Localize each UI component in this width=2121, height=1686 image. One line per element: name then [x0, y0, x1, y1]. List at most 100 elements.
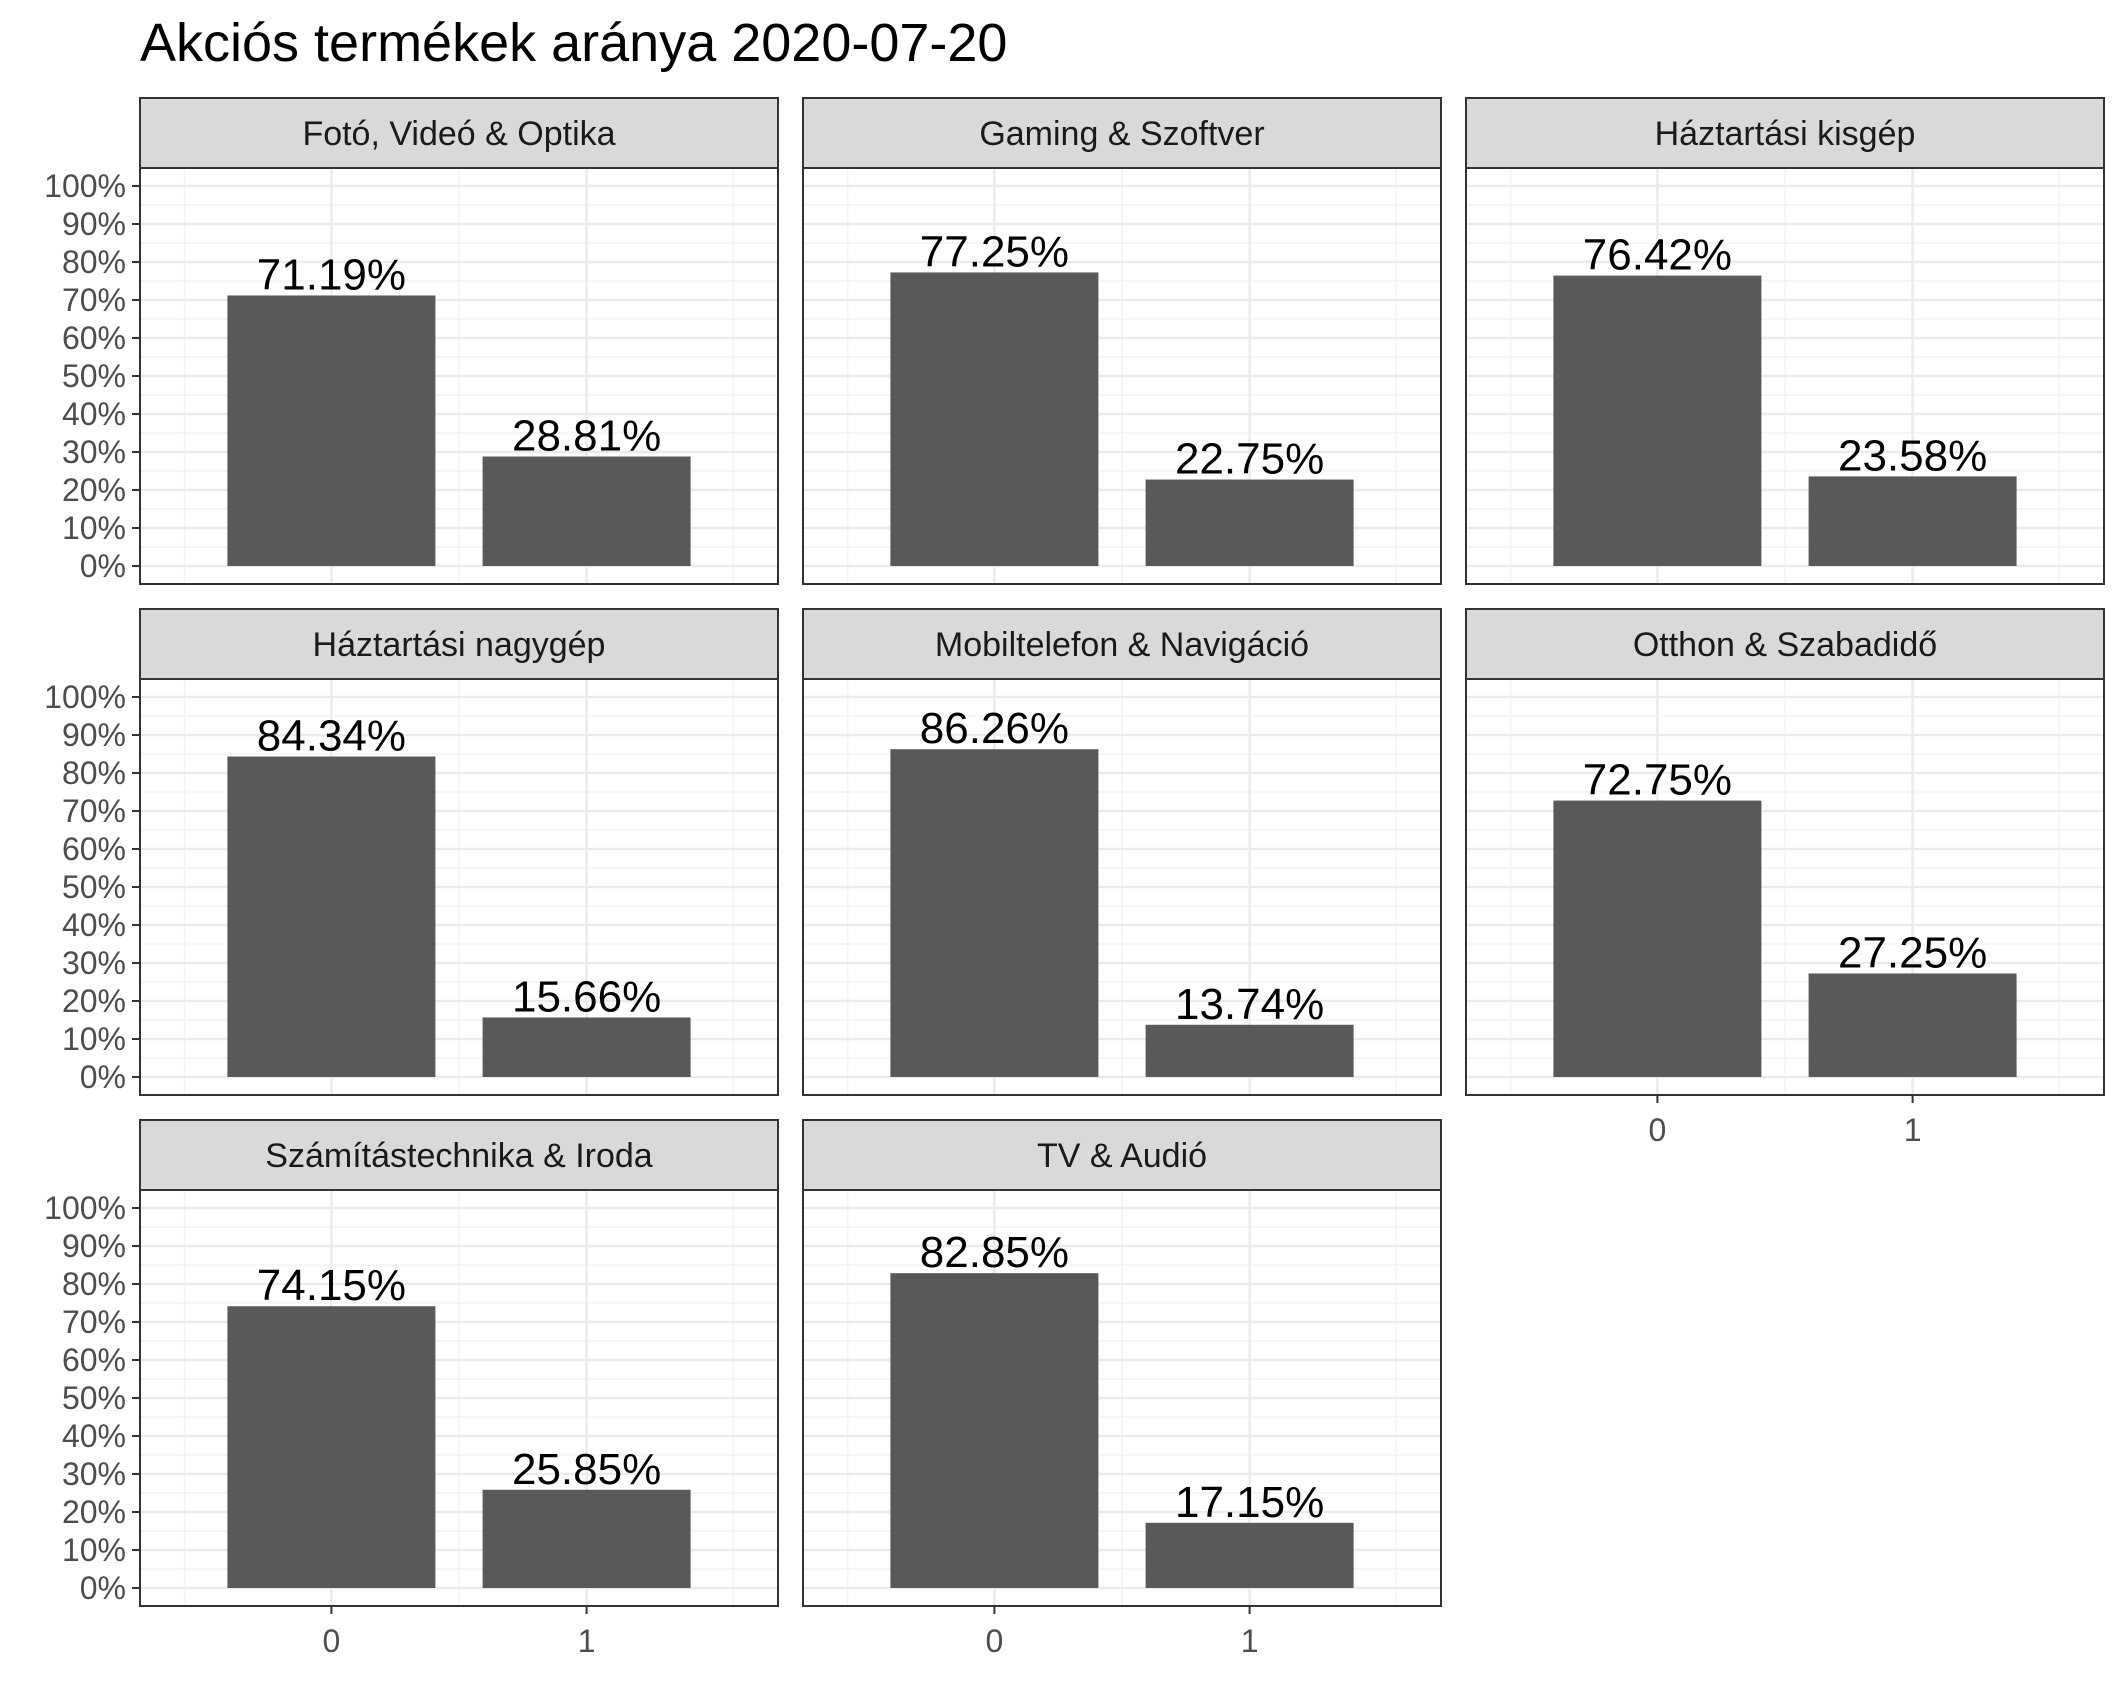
y-tick-label: 20% — [62, 983, 126, 1019]
facet-strip-label: Otthon & Szabadidő — [1633, 626, 1937, 664]
y-tick-label: 0% — [80, 1570, 126, 1606]
bar — [482, 1017, 691, 1077]
bar — [1808, 973, 2017, 1077]
bar-data-label: 82.85% — [920, 1228, 1069, 1277]
bar-data-label: 23.58% — [1838, 431, 1987, 480]
facet-panel: Gaming & Szoftver 77.25% 22.75% — [802, 97, 1442, 585]
y-tick-label: 100% — [44, 168, 126, 204]
bar — [1145, 479, 1354, 566]
x-tick-label: 1 — [1904, 1112, 1922, 1148]
facet-strip — [139, 97, 779, 169]
y-tick-label: 90% — [62, 1228, 126, 1264]
bar — [482, 1489, 691, 1588]
y-tick-label: 80% — [62, 755, 126, 791]
bar-data-label: 17.15% — [1175, 1478, 1324, 1527]
bar — [890, 272, 1099, 566]
y-tick-label: 50% — [62, 358, 126, 394]
facet-panel: Háztartási kisgép 76.42% 23.58% — [1465, 97, 2105, 585]
x-tick-label: 1 — [578, 1623, 596, 1659]
bar-data-label: 27.25% — [1838, 928, 1987, 977]
bar — [227, 1306, 436, 1588]
bar-data-label: 28.81% — [512, 412, 661, 461]
bar — [1145, 1522, 1354, 1588]
bar — [1553, 800, 1762, 1077]
bar-data-label: 77.25% — [920, 227, 1069, 276]
facet-panel: Fotó, Videó & Optika 71.19% 28.81% 0%10%20%… — [44, 97, 779, 585]
bar-data-label: 71.19% — [257, 250, 406, 299]
x-tick-label: 0 — [986, 1623, 1004, 1659]
bar — [227, 756, 436, 1077]
y-tick-label: 30% — [62, 1456, 126, 1492]
bar — [890, 1273, 1099, 1588]
y-tick-label: 70% — [62, 282, 126, 318]
x-tick-label: 1 — [1241, 1623, 1259, 1659]
facet-strip-label: Számítástechnika & Iroda — [265, 1137, 653, 1175]
panel-border — [1465, 167, 2105, 585]
y-tick-label: 80% — [62, 1266, 126, 1302]
y-tick-label: 0% — [80, 1059, 126, 1095]
panel-border — [1465, 678, 2105, 1096]
y-tick-label: 60% — [62, 320, 126, 356]
y-tick-label: 50% — [62, 1380, 126, 1416]
y-tick-label: 60% — [62, 1342, 126, 1378]
y-tick-label: 10% — [62, 510, 126, 546]
x-tick-label: 0 — [323, 1623, 341, 1659]
y-tick-label: 60% — [62, 831, 126, 867]
y-tick-label: 40% — [62, 907, 126, 943]
y-tick-label: 30% — [62, 434, 126, 470]
y-tick-label: 40% — [62, 396, 126, 432]
bar-data-label: 22.75% — [1175, 435, 1324, 484]
bar-data-label: 15.66% — [512, 972, 661, 1021]
y-tick-label: 20% — [62, 1494, 126, 1530]
y-tick-label: 10% — [62, 1021, 126, 1057]
facet-strip — [802, 97, 1442, 169]
bar — [227, 295, 436, 566]
facet-panel: Otthon & Szabadidő 72.75% 27.25% 0 1 — [1465, 608, 2105, 1148]
panel-border — [802, 1189, 1442, 1607]
y-tick-label: 50% — [62, 869, 126, 905]
y-tick-label: 20% — [62, 472, 126, 508]
bar — [1808, 476, 2017, 566]
y-tick-label: 80% — [62, 244, 126, 280]
y-tick-label: 0% — [80, 548, 126, 584]
bar — [482, 456, 691, 566]
y-tick-label: 90% — [62, 206, 126, 242]
panel-border — [802, 678, 1442, 1096]
facet-panel: Mobiltelefon & Navigáció 86.26% 13.74% — [802, 608, 1442, 1096]
bar-data-label: 13.74% — [1175, 980, 1324, 1029]
facet-panel: TV & Audió 82.85% 17.15% 0 1 — [802, 1119, 1442, 1659]
facet-strip-label: Háztartási kisgép — [1655, 115, 1916, 153]
facet-strip-label: Fotó, Videó & Optika — [302, 115, 615, 153]
facet-strip — [139, 1119, 779, 1191]
facet-strip-label: Háztartási nagygép — [313, 626, 606, 664]
bar — [890, 749, 1099, 1077]
facet-strip-label: TV & Audió — [1037, 1137, 1207, 1175]
y-tick-label: 40% — [62, 1418, 126, 1454]
panel-border — [802, 167, 1442, 585]
facet-panel: Háztartási nagygép 84.34% 15.66% 0%10%20%30… — [44, 608, 779, 1096]
bar-data-label: 76.42% — [1583, 231, 1732, 280]
bar — [1145, 1024, 1354, 1077]
facet-panel: Számítástechnika & Iroda74.15%25.85%0%10… — [44, 1119, 779, 1659]
bar-data-label: 25.85% — [512, 1445, 661, 1494]
facet-strip-label: Gaming & Szoftver — [979, 115, 1264, 153]
y-tick-label: 10% — [62, 1532, 126, 1568]
y-tick-label: 100% — [44, 679, 126, 715]
y-tick-label: 100% — [44, 1190, 126, 1226]
x-tick-label: 0 — [1649, 1112, 1667, 1148]
facet-strip — [802, 608, 1442, 680]
bar-data-label: 86.26% — [920, 704, 1069, 753]
bar-data-label: 84.34% — [257, 712, 406, 761]
facet-strip — [802, 1119, 1442, 1191]
bar — [1553, 275, 1762, 566]
facet-strip-label: Mobiltelefon & Navigáció — [935, 626, 1309, 664]
facet-strip — [1465, 97, 2105, 169]
bar-data-label: 74.15% — [257, 1261, 406, 1310]
chart-title: Akciós termékek aránya 2020-07-20 — [140, 13, 1008, 73]
y-tick-label: 90% — [62, 717, 126, 753]
y-tick-label: 70% — [62, 1304, 126, 1340]
bar-data-label: 72.75% — [1583, 756, 1732, 805]
y-tick-label: 70% — [62, 793, 126, 829]
